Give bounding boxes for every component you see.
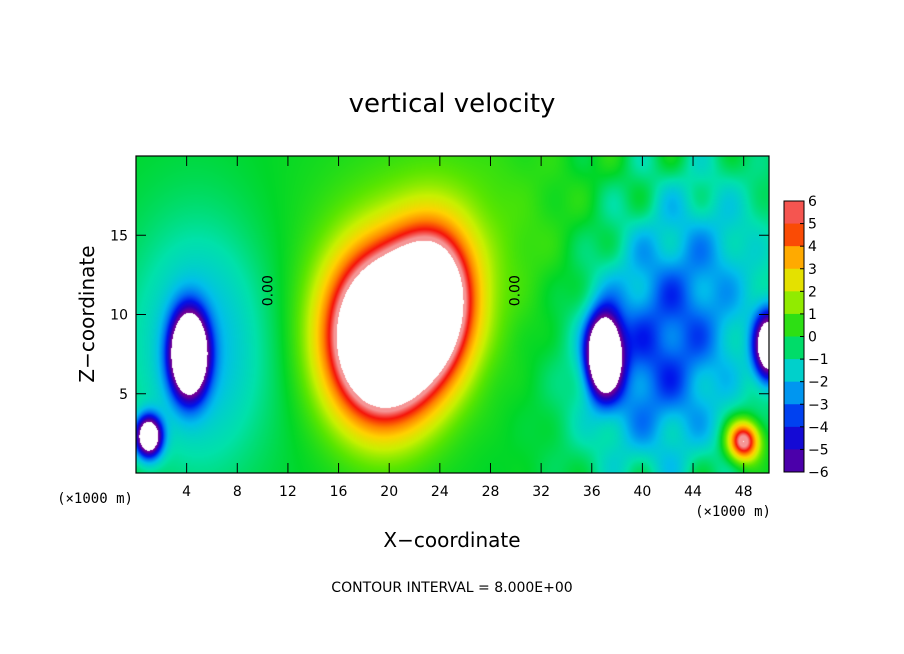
colorbar-label: 3 — [808, 262, 817, 278]
colorbar-segment — [784, 404, 804, 428]
x-tick-label: 44 — [684, 484, 702, 500]
colorbar-label: −4 — [808, 420, 829, 436]
colorbar: 6 5 4 3 2 1 0 −1 −2 −3 −4 −5 −6 — [783, 194, 829, 481]
colorbar-label: 5 — [808, 217, 817, 233]
colorbar-segment — [784, 291, 804, 315]
y-axis-label: Z−coordinate — [75, 245, 99, 382]
x-tick-label: 16 — [330, 484, 348, 500]
colorbar-segment — [784, 336, 804, 360]
colorbar-label: −5 — [808, 442, 829, 458]
x-tick-label: 36 — [583, 484, 601, 500]
colorbar-label: 0 — [808, 330, 817, 346]
colorbar-segment — [784, 201, 804, 225]
contour-interval-note: CONTOUR INTERVAL = 8.000E+00 — [331, 580, 572, 596]
colorbar-label: 4 — [808, 239, 817, 255]
x-tick-label: 8 — [233, 484, 242, 500]
x-tick-label: 40 — [633, 484, 651, 500]
y-tick-label: 10 — [110, 308, 128, 324]
x-units-right: (×1000 m) — [695, 504, 771, 520]
x-tick-label: 12 — [279, 484, 297, 500]
colorbar-label: −1 — [808, 352, 829, 368]
x-tick-label: 4 — [182, 484, 191, 500]
chart-title: vertical velocity — [349, 89, 556, 119]
heatmap-canvas — [136, 156, 769, 473]
x-tick-label: 20 — [380, 484, 398, 500]
contour-label: 0.00 — [261, 275, 277, 306]
colorbar-segment — [784, 223, 804, 247]
x-axis: 4 8 12 16 20 24 28 32 36 40 44 48 — [182, 156, 753, 500]
colorbar-label: 2 — [808, 284, 817, 300]
y-tick-label: 15 — [110, 228, 128, 244]
x-tick-label: 48 — [735, 484, 753, 500]
x-units-left: (×1000 m) — [57, 491, 133, 507]
x-tick-label: 28 — [482, 484, 500, 500]
plot-area — [136, 156, 769, 473]
colorbar-segment — [784, 268, 804, 292]
colorbar-label: 6 — [808, 194, 817, 210]
colorbar-segment — [784, 246, 804, 270]
colorbar-label: −6 — [808, 465, 829, 481]
y-tick-label: 5 — [119, 387, 128, 403]
colorbar-segment — [784, 313, 804, 337]
x-tick-label: 24 — [431, 484, 449, 500]
colorbar-segment — [784, 449, 804, 473]
x-axis-label: X−coordinate — [383, 528, 520, 552]
x-tick-label: 32 — [532, 484, 550, 500]
y-axis: 5 10 15 — [110, 228, 769, 403]
colorbar-segment — [784, 381, 804, 405]
colorbar-segment — [784, 426, 804, 450]
colorbar-label: −3 — [808, 397, 829, 413]
contour-label: 0.00 — [508, 275, 524, 306]
colorbar-segment — [784, 359, 804, 383]
colorbar-label: −2 — [808, 375, 829, 391]
colorbar-label: 1 — [808, 307, 817, 323]
